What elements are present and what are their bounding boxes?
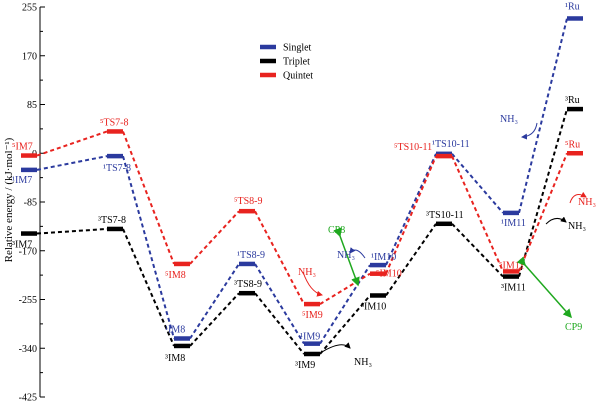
annotation-nh3: NH₃ (337, 250, 355, 261)
point-label: ¹IM10 (371, 252, 396, 263)
y-tick-label: 170 (22, 51, 37, 62)
series-connector (385, 153, 437, 266)
series-connector (385, 155, 437, 275)
series-connector (319, 272, 371, 305)
point-label: ⁵TS8-9 (234, 196, 263, 207)
series-connector (319, 294, 371, 355)
legend-label: Singlet (283, 43, 312, 54)
series-connector (189, 292, 240, 347)
cp8-arrow (333, 227, 360, 287)
point-label: ⁵IM8 (165, 270, 186, 281)
annotation-cp8: CP8 (328, 225, 345, 236)
series-connector (122, 131, 175, 265)
point-label: ¹IM8 (165, 325, 185, 336)
series-connector (518, 18, 568, 214)
point-label: ³TS8-9 (234, 279, 262, 290)
series-connector (451, 223, 504, 278)
point-label: ³TS10-11 (426, 210, 464, 221)
series-connector (122, 155, 175, 339)
point-label: ⁵Ru (565, 139, 580, 150)
series-connector (254, 263, 305, 345)
series-connector (518, 108, 568, 277)
annotation-nh3: NH₃ (354, 357, 372, 368)
y-tick-label: -340 (19, 344, 37, 355)
nh3-arrow-singlet-im10 (349, 247, 366, 259)
series-connector (451, 155, 504, 272)
series-connector (254, 210, 305, 305)
annotation-nh3: NH₃ (578, 197, 596, 208)
point-label: ¹IM7 (12, 175, 32, 186)
series-connector (518, 152, 568, 272)
series-connector (189, 210, 240, 265)
point-label: ³IM10 (361, 301, 386, 312)
point-label: ³Ru (565, 95, 580, 106)
point-label: ³IM7 (12, 240, 32, 251)
point-label: ¹TS8-9 (237, 250, 265, 261)
point-label: ⁵IM9 (302, 310, 323, 321)
y-tick-label: -255 (19, 295, 37, 306)
annotation-nh3: NH₃ (500, 114, 518, 125)
point-label: ⁵TS10-11 (394, 142, 432, 153)
y-tick-label: -85 (24, 198, 37, 209)
nh3-arrow-singlet-im11 (521, 122, 538, 140)
series-connector (122, 228, 175, 347)
y-axis-label: Relative energy / (kJ·mol⁻¹) (3, 137, 15, 262)
series-connector (451, 153, 504, 214)
series-connector (36, 155, 108, 171)
y-tick-label: -425 (19, 393, 37, 403)
point-label: ⁵IM7 (12, 142, 33, 153)
point-label: ⁵TS7-8 (100, 117, 129, 128)
point-label: ¹TS10-11 (432, 139, 470, 150)
point-label: ¹IM11 (501, 218, 526, 229)
annotation-nh3: NH₃ (568, 221, 586, 232)
nh3-arrow-triplet-im11 (545, 216, 567, 225)
annotation-cp9: CP9 (565, 322, 582, 333)
point-label: ³IM8 (165, 353, 185, 364)
point-label: ⁵IM11 (499, 260, 524, 271)
series-connector (189, 263, 240, 340)
point-label: ¹TS7-8 (103, 163, 131, 174)
series-connector (385, 223, 437, 297)
nh3-arrow-triplet-im9 (321, 342, 351, 353)
point-label: ¹Ru (565, 1, 580, 12)
point-label: ³IM9 (295, 360, 315, 371)
y-tick-label: 255 (22, 3, 37, 14)
series-connector (36, 130, 108, 157)
nh3-arrow-quintet-im11 (569, 191, 587, 204)
y-tick-label: 85 (27, 100, 37, 111)
point-label: ³IM11 (501, 283, 526, 294)
point-label: ³TS7-8 (98, 215, 126, 226)
point-label: ⁵IM10 (376, 269, 402, 280)
cp9-arrow (516, 256, 572, 319)
legend-label: Quintet (283, 71, 313, 82)
nh3-arrow-quintet-im9 (302, 271, 323, 297)
annotation-nh3: NH₃ (298, 267, 316, 278)
series-connector (254, 292, 305, 355)
point-label: ¹IM9 (300, 332, 320, 343)
y-tick-label: -170 (19, 246, 37, 257)
series-connector (36, 227, 108, 235)
legend-label: Triplet (283, 57, 310, 68)
